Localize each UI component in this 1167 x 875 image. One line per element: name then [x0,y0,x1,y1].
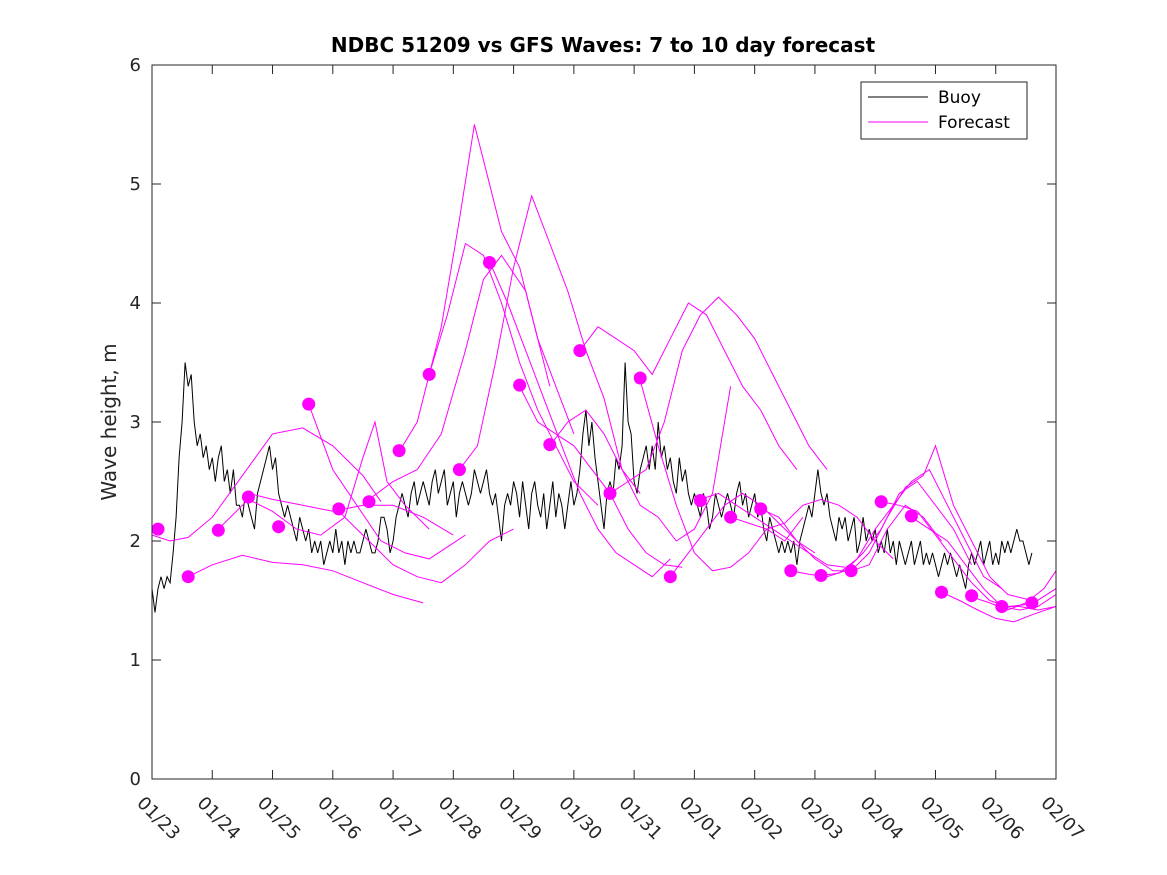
forecast-line-9 [428,242,599,506]
forecast-marker-15 [573,344,587,358]
forecast-marker-16 [603,486,617,500]
forecast-line-4 [248,492,454,536]
forecast-line-8 [398,124,575,453]
forecast-marker-7 [332,502,346,516]
forecast-marker-3 [211,523,225,537]
y-tick-label-6: 6 [130,55,141,76]
forecast-marker-6 [302,397,316,411]
y-tick-label-3: 3 [130,412,141,433]
forecast-marker-22 [784,564,798,578]
buoy-line [152,362,1033,613]
forecast-marker-26 [904,509,918,523]
forecast-line-23 [850,444,1033,601]
forecast-marker-17 [633,371,647,385]
forecast-line-11 [489,261,671,578]
forecast-marker-25 [874,495,888,509]
forecast-marker-27 [935,585,948,599]
forecast-line-1 [152,427,382,542]
forecast-line-15 [609,296,828,494]
forecast-marker-1 [152,522,165,536]
forecast-marker-30 [1025,596,1039,610]
legend-forecast-label: Forecast [938,113,1010,133]
y-tick-label-0: 0 [130,769,141,790]
forecast-marker-13 [513,378,527,392]
forecast-marker-4 [241,490,255,504]
forecast-line-26 [941,591,1056,623]
forecast-line-2 [187,554,424,604]
forecast-line-13 [549,386,732,542]
y-tick-label-1: 1 [130,650,141,671]
forecast-marker-9 [392,444,406,458]
forecast-line-22 [820,468,1003,590]
y-axis-label: Wave height, m [97,343,121,500]
forecast-marker-29 [995,600,1009,613]
legend-box [860,81,1028,140]
forecast-line-5 [308,403,466,560]
forecast-line-14 [579,302,798,470]
forecast-line-7 [368,254,551,500]
forecast-marker-8 [362,495,376,509]
y-tick-label-4: 4 [130,293,141,314]
forecast-marker-18 [663,570,677,584]
forecast-marker-11 [452,463,466,477]
forecast-line-10 [459,194,641,494]
y-tick-label-2: 2 [130,531,141,552]
forecast-marker-21 [754,502,768,516]
forecast-marker-24 [844,564,858,578]
forecast-line-12 [519,386,683,568]
forecast-line-16 [639,380,804,572]
y-tick-label-5: 5 [130,174,141,195]
forecast-marker-14 [543,438,557,452]
legend: Buoy Forecast [860,81,1028,140]
forecast-marker-28 [965,589,979,603]
forecast-line-18 [700,492,846,568]
chart-title: NDBC 51209 vs GFS Waves: 7 to 10 day for… [331,33,876,57]
forecast-marker-5 [272,520,286,534]
forecast-line-17 [669,492,816,578]
series-group [152,124,1056,623]
forecast-marker-2 [181,570,195,584]
forecast-marker-10 [422,367,436,381]
forecast-line-6 [338,510,514,584]
forecast-line-19 [730,498,894,560]
forecast-marker-20 [724,510,738,524]
forecast-marker-23 [814,569,828,582]
forecast-marker-19 [693,494,707,507]
forecast-marker-12 [483,256,496,269]
legend-buoy-label: Buoy [938,88,981,108]
